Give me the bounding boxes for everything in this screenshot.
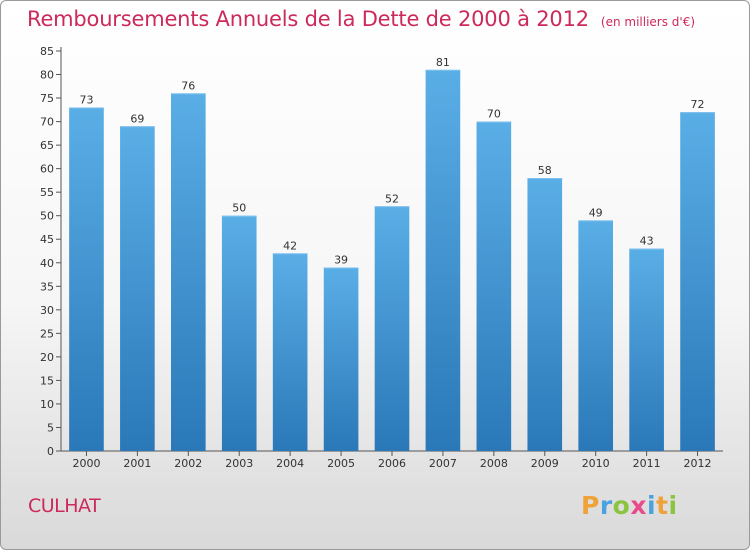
data-label: 81: [436, 56, 450, 69]
bar: [170, 93, 206, 452]
data-label: 39: [334, 253, 348, 266]
x-tick-label: 2007: [429, 457, 457, 470]
data-label: 76: [181, 79, 195, 92]
data-label: 73: [79, 93, 93, 106]
y-tick-label: 15: [40, 374, 54, 387]
y-tick-label: 30: [40, 304, 54, 317]
logo-letter: P: [581, 491, 600, 520]
bar: [680, 112, 715, 452]
y-tick-label: 85: [40, 45, 54, 58]
x-tick-label: 2002: [174, 457, 202, 470]
commune-name: CULHAT: [28, 495, 101, 517]
logo-letter: i: [647, 491, 657, 520]
data-label: 52: [385, 192, 399, 205]
y-tick-label: 75: [40, 92, 54, 105]
y-tick-label: 65: [40, 139, 54, 152]
data-label: 69: [130, 112, 144, 125]
x-tick-label: 2008: [480, 457, 508, 470]
x-tick-label: 2011: [633, 457, 661, 470]
data-label: 43: [640, 235, 654, 248]
x-tick-label: 2001: [123, 457, 151, 470]
bar: [221, 215, 257, 451]
y-axis: 0 5 10 15 20 25 30 35 40 45 50 55 60 65 70 75 80 85: [40, 45, 62, 458]
y-tick-label: 40: [40, 257, 54, 270]
bar: [120, 126, 155, 451]
y-tick-label: 0: [47, 445, 54, 458]
data-label: 70: [487, 108, 501, 121]
bar: [425, 69, 461, 451]
chart-title-line: Remboursements Annuels de la Dette de 20…: [27, 7, 695, 31]
chart-subtitle: (en milliers d'€): [600, 15, 696, 29]
bar: [629, 248, 664, 451]
chart-title: Remboursements Annuels de la Dette de 20…: [27, 7, 589, 31]
data-label: 42: [283, 239, 297, 252]
bars: [69, 69, 715, 452]
y-tick-label: 80: [40, 69, 54, 82]
x-axis: 2000 2001 2002 2003 2004 2005 2006 2007 2008 2009…: [61, 450, 723, 470]
logo-letter: r: [599, 491, 613, 520]
logo-letter: o: [612, 491, 631, 520]
bar: [476, 121, 512, 452]
bar: [374, 206, 410, 451]
bar: [323, 267, 359, 451]
x-tick-label: 2009: [531, 457, 559, 470]
proxiti-logo: Proxiti: [581, 491, 678, 520]
y-tick-label: 10: [40, 398, 54, 411]
x-tick-label: 2006: [378, 457, 406, 470]
data-label: 50: [232, 202, 246, 215]
data-labels: 73 69 76 50 42 39 52 81 70 58 49 43 72: [79, 56, 704, 267]
x-tick-label: 2003: [225, 457, 253, 470]
x-tick-label: 2012: [684, 457, 712, 470]
bar: [578, 220, 614, 451]
data-label: 72: [691, 98, 705, 111]
x-tick-label: 2000: [72, 457, 100, 470]
y-tick-label: 70: [40, 116, 54, 129]
x-tick-label: 2010: [582, 457, 610, 470]
y-tick-label: 55: [40, 186, 54, 199]
bar: [272, 253, 308, 451]
y-tick-label: 45: [40, 233, 54, 246]
y-tick-label: 60: [40, 163, 54, 176]
bar: [527, 178, 563, 451]
bar: [69, 107, 104, 452]
x-tick-label: 2004: [276, 457, 304, 470]
y-tick-label: 20: [40, 351, 54, 364]
y-tick-label: 35: [40, 280, 54, 293]
y-tick-label: 50: [40, 210, 54, 223]
y-tick-label: 25: [40, 327, 54, 340]
x-tick-label: 2005: [327, 457, 355, 470]
data-label: 49: [589, 206, 603, 219]
data-label: 58: [538, 164, 552, 177]
y-tick-label: 5: [47, 421, 54, 434]
logo-letter: x: [630, 491, 647, 520]
logo-letter: t: [656, 491, 669, 520]
logo-letter: i: [668, 491, 678, 520]
